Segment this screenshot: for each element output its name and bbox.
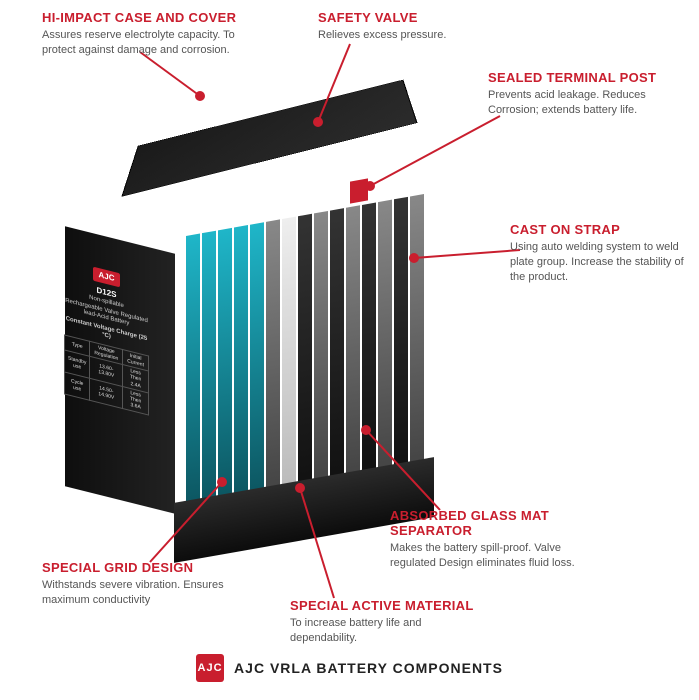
plate [266,219,280,491]
callout-desc: Withstands severe vibration. Ensures max… [42,578,242,608]
footer-logo: AJC [196,654,224,682]
chevron-left-icon: ‹ [17,339,24,362]
plate [282,217,296,489]
callout-title: SEALED TERMINAL POST [488,70,688,85]
callout-title: CAST ON STRAP [510,222,695,237]
callout-safety-valve: SAFETY VALVE Relieves excess pressure. [318,10,498,43]
plate [394,197,408,469]
carousel-prev-button[interactable]: ‹ [6,330,34,370]
callout-sealed-terminal: SEALED TERMINAL POST Prevents acid leaka… [488,70,688,118]
chevron-right-icon: › [676,339,683,362]
callout-desc: Relieves excess pressure. [318,28,498,43]
callout-title: SPECIAL ACTIVE MATERIAL [290,598,490,613]
plate [234,225,248,497]
callout-absorbed-glass: ABSORBED GLASS MAT SEPARATOR Makes the b… [390,508,590,571]
plate [314,211,328,483]
footer-title: AJC VRLA BATTERY COMPONENTS [234,660,503,676]
callout-hi-impact: HI-IMPACT CASE AND COVER Assures reserve… [42,10,242,58]
callout-desc: Makes the battery spill-proof. Valve reg… [390,541,590,571]
battery-lid [121,80,417,197]
plate [330,208,344,480]
callout-title: SAFETY VALVE [318,10,498,25]
callout-cast-on-strap: CAST ON STRAP Using auto welding system … [510,222,695,285]
callout-desc: To increase battery life and dependabili… [290,616,490,646]
battery-plates [185,194,425,506]
battery-terminal [350,178,368,203]
plate [346,205,360,477]
plate [298,214,312,486]
plate [218,228,232,500]
plate [202,231,216,503]
plate [410,194,424,466]
callout-title: ABSORBED GLASS MAT SEPARATOR [390,508,590,538]
callout-desc: Assures reserve electrolyte capacity. To… [42,28,242,58]
callout-title: SPECIAL GRID DESIGN [42,560,242,575]
callout-desc: Prevents acid leakage. Reduces Corrosion… [488,88,688,118]
callout-desc: Using auto welding system to weld plate … [510,240,695,285]
carousel-next-button[interactable]: › [665,330,693,370]
battery-label: AJC D12S Non-spillable Rechargeable Valv… [64,259,149,415]
footer: AJC AJC VRLA BATTERY COMPONENTS [0,654,699,682]
plate [186,234,200,506]
callout-title: HI-IMPACT CASE AND COVER [42,10,242,25]
callout-special-grid: SPECIAL GRID DESIGN Withstands severe vi… [42,560,242,608]
plate [378,200,392,472]
plate [250,222,264,494]
battery-illustration: AJC D12S Non-spillable Rechargeable Valv… [50,120,510,550]
callout-special-active: SPECIAL ACTIVE MATERIAL To increase batt… [290,598,490,646]
plate [362,202,376,474]
